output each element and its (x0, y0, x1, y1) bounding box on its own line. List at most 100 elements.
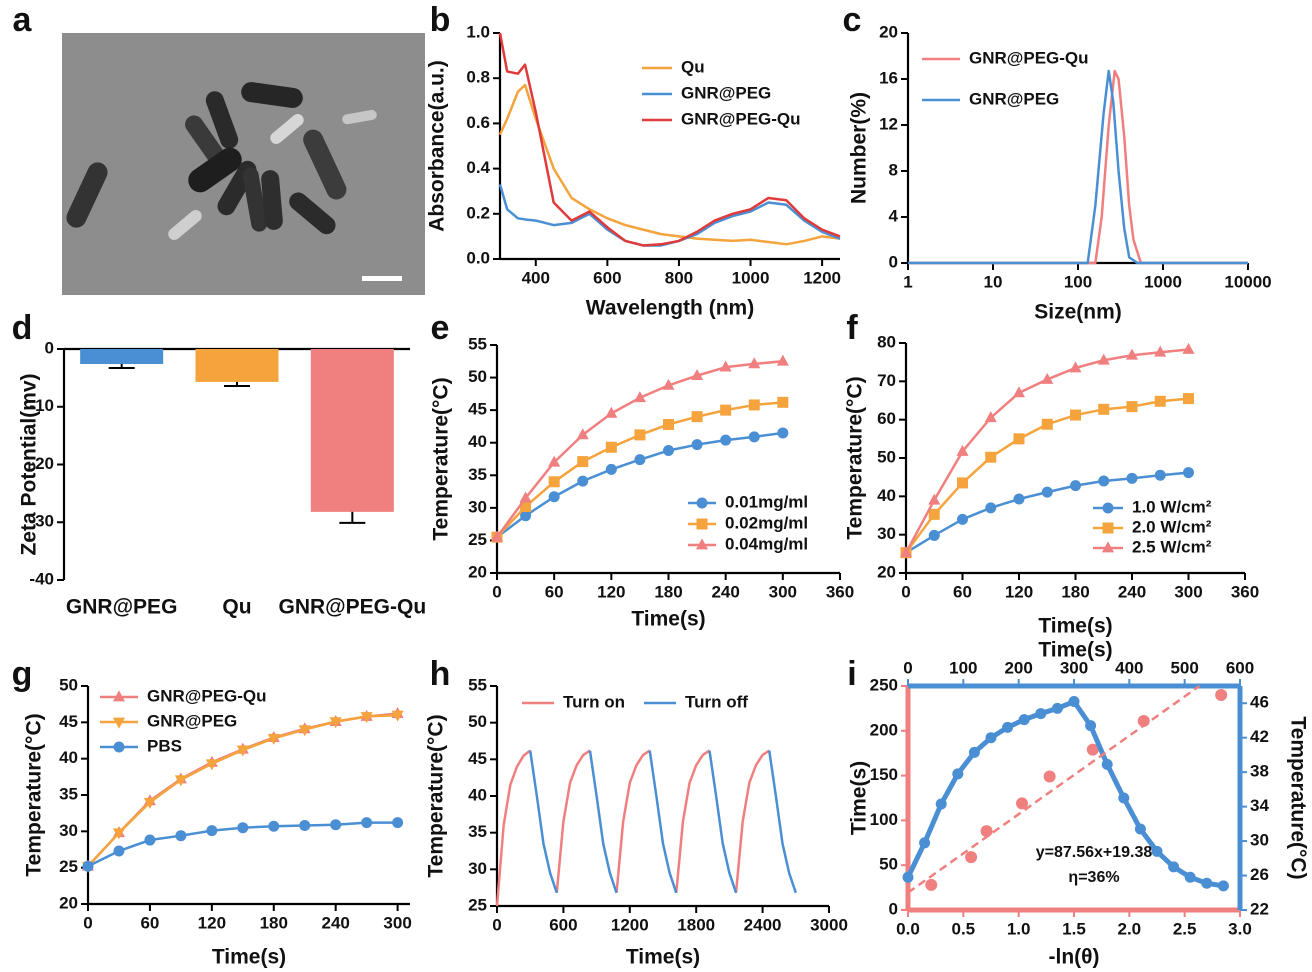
marker (549, 476, 560, 487)
marker (114, 742, 125, 753)
marker (1042, 419, 1053, 430)
legend-label: 0.04mg/ml (725, 534, 808, 553)
marker (1215, 689, 1227, 701)
x-tick-label: 180 (260, 913, 288, 932)
marker (969, 747, 980, 758)
marker (981, 825, 993, 837)
y-tick-label: 60 (877, 409, 896, 428)
marker (777, 397, 788, 408)
annotation: η=36% (1068, 869, 1119, 886)
y-tick-label: 0.4 (466, 158, 490, 177)
marker (952, 768, 963, 779)
marker (985, 452, 996, 463)
x-tick-label: 360 (1231, 582, 1259, 601)
marker (577, 428, 589, 439)
x-tick-label: 120 (1005, 582, 1033, 601)
panel-letter: c (843, 1, 862, 39)
x-axis-label: Time(s) (212, 946, 286, 969)
marker (1042, 487, 1053, 498)
y-tick-label: 70 (877, 371, 896, 390)
y-tick-label: 80 (877, 332, 896, 351)
marker (237, 822, 248, 833)
y-tick-label: 0.6 (466, 113, 490, 132)
y-tick-label: 30 (59, 821, 78, 840)
x-tick-label: 180 (1061, 582, 1089, 601)
bar (80, 349, 163, 364)
y2-tick-label: 22 (1250, 899, 1269, 918)
y-tick-label: 45 (468, 749, 487, 768)
y-tick-label: 20 (877, 562, 896, 581)
y-tick-label: 20 (879, 22, 898, 41)
x-tick-label: 1200 (803, 268, 841, 287)
marker (1035, 708, 1046, 719)
y-tick-label: 4 (889, 206, 899, 225)
marker (1127, 401, 1138, 412)
y-tick-label: 50 (877, 447, 896, 466)
marker (634, 454, 645, 465)
x-axis-label: Size(nm) (1034, 301, 1122, 324)
y-tick-label: 0.8 (466, 68, 490, 87)
marker (1014, 494, 1025, 505)
x-tick-label: 600 (593, 268, 621, 287)
marker (330, 819, 341, 830)
y-tick-label: 50 (468, 712, 487, 731)
x2-tick-label: 0 (903, 658, 912, 677)
marker (1127, 473, 1138, 484)
marker (1183, 467, 1194, 478)
marker (903, 872, 914, 883)
y-tick-label: 30 (877, 524, 896, 543)
panel-letter: e (431, 309, 450, 347)
marker (720, 405, 731, 416)
y-axis-label: Temperature(°C) (23, 713, 46, 876)
panel-letter: b (430, 1, 451, 39)
y-tick-label: 35 (468, 822, 487, 841)
x-axis-label: Time(s) (631, 608, 705, 631)
x-tick-label: 1000 (732, 268, 770, 287)
x-tick-label: 300 (769, 582, 797, 601)
x-tick-label: 300 (1174, 582, 1202, 601)
legend-label: GNR@PEG-Qu (969, 48, 1089, 67)
marker (663, 419, 674, 430)
y-tick-label: 30 (468, 859, 487, 878)
marker (1085, 720, 1096, 731)
y-tick-label: 0.2 (466, 203, 490, 222)
marker (606, 442, 617, 453)
y-axis-label: Time(s) (848, 761, 871, 835)
x-axis-label: Time(s) (626, 946, 700, 969)
marker (749, 431, 760, 442)
panel-letter: h (430, 655, 451, 693)
marker (1014, 433, 1025, 444)
x-tick-label: 0.5 (952, 919, 976, 938)
legend-label: Turn on (563, 692, 625, 711)
y-axis-label: Temperature(°C) (844, 376, 867, 539)
legend-label: 2.0 W/cm² (1132, 517, 1212, 536)
marker (957, 477, 968, 488)
x-tick-label: 800 (665, 268, 693, 287)
marker (1183, 393, 1194, 404)
marker (692, 411, 703, 422)
x-tick-label: 60 (953, 582, 972, 601)
x2-tick-label: 400 (1115, 658, 1143, 677)
marker (1103, 503, 1114, 514)
series-line (500, 33, 840, 245)
marker (929, 530, 940, 541)
x-tick-label: 120 (198, 913, 226, 932)
marker (1052, 703, 1063, 714)
marker (1182, 343, 1194, 354)
series-line (497, 751, 769, 906)
marker (268, 821, 279, 832)
series-line (88, 715, 398, 866)
legend-label: 0.02mg/ml (725, 513, 808, 532)
marker (1002, 722, 1013, 733)
legend-label: GNR@PEG (969, 89, 1059, 108)
y-tick-label: 250 (870, 675, 898, 694)
x-tick-label: 1.5 (1062, 919, 1086, 938)
y-tick-label: 55 (468, 675, 487, 694)
y-tick-label: 40 (468, 432, 487, 451)
marker (1118, 793, 1129, 804)
marker (1098, 404, 1109, 415)
marker (1155, 470, 1166, 481)
y-tick-label: 35 (468, 465, 487, 484)
legend-label: Qu (681, 57, 705, 76)
x-tick-label: 10000 (1224, 272, 1271, 291)
